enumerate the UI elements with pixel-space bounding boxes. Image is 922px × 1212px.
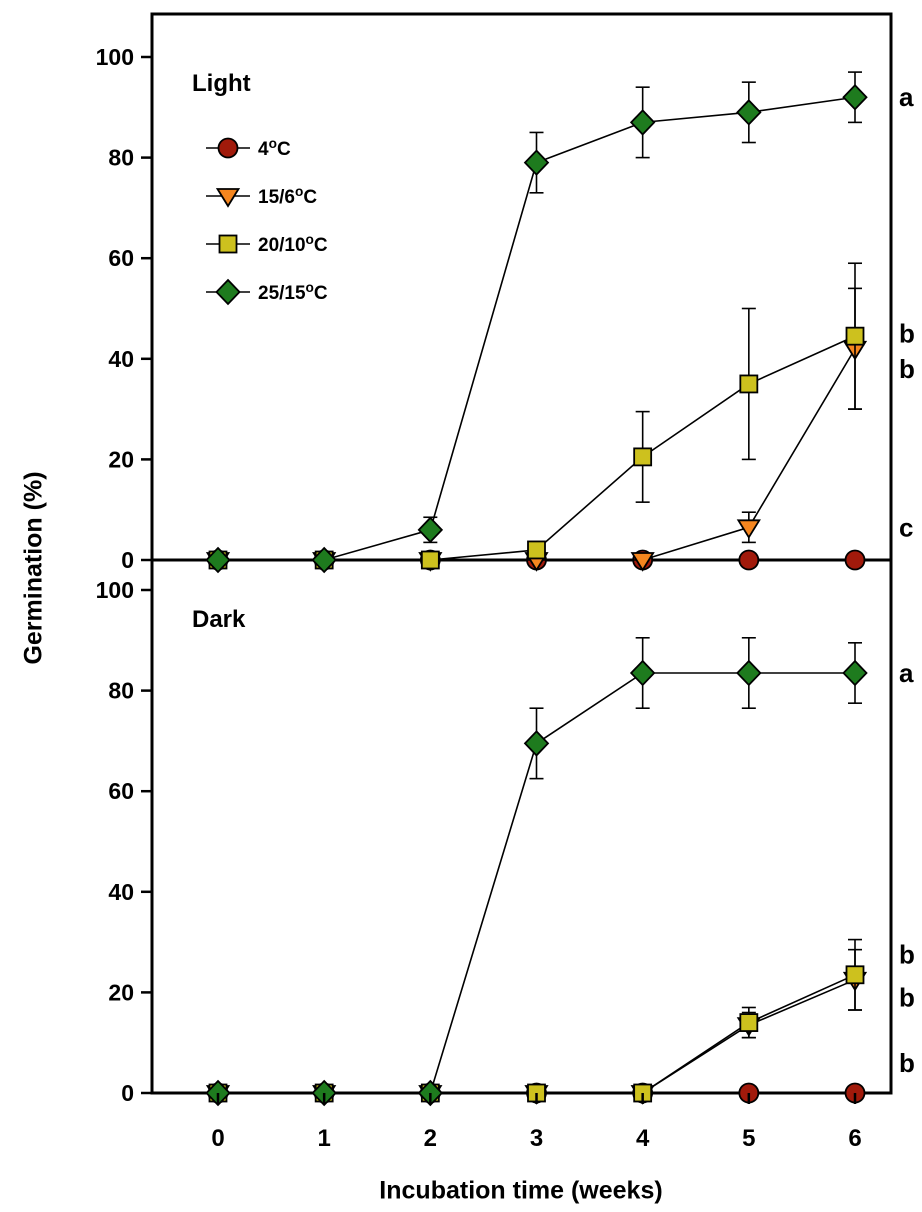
x-tick-label: 6 [848,1125,861,1152]
series-25-15-C [205,71,868,574]
y-tick-label: 60 [108,245,134,271]
y-tick-label: 100 [96,44,134,70]
x-axis-title: Incubation time (weeks) [379,1176,663,1205]
marker-diamond [311,546,337,574]
marker-triangle-down [630,552,655,572]
y-tick-label: 100 [96,577,134,603]
x-tick-label: 2 [424,1125,437,1152]
marker-diamond [205,546,231,574]
series-25-15-C [205,636,868,1107]
series-line [218,974,856,1094]
y-tick-label: 20 [108,446,134,472]
y-tick-label: 80 [108,678,134,704]
series-line [218,348,856,561]
marker-diamond [842,83,868,111]
panel-label-dark: Dark [192,606,246,633]
marker-diamond [736,99,762,126]
marker-circle [844,549,866,571]
significance-letter: a [899,658,914,688]
marker-diamond [842,659,868,687]
significance-letter: b [899,354,915,384]
significance-letter: a [899,82,914,112]
x-tick-label: 3 [530,1125,543,1152]
marker-diamond [629,659,656,687]
legend-label: 4oC [258,136,291,160]
y-tick-label: 20 [108,979,134,1005]
x-tick-label: 4 [636,1125,650,1152]
marker-square [420,550,440,570]
marker-triangle-down [736,519,761,540]
legend-label: 15/6oC [258,184,317,208]
y-tick-label: 40 [108,879,134,905]
y-tick-label: 60 [108,778,134,804]
significance-letter: b [899,982,915,1012]
marker-square [527,540,546,560]
marker-square [633,447,653,467]
panel-label-light: Light [192,70,251,97]
plot-frame [150,12,893,1095]
marker-square [739,1013,759,1032]
marker-square [218,234,238,254]
legend-entry: 4oC [206,136,291,160]
y-tick-label: 80 [108,145,134,171]
series-15-6-C [205,287,868,572]
series-line [218,335,856,561]
series-20-10-C [208,262,865,570]
marker-circle [217,137,239,159]
legend-entry: 15/6oC [206,184,317,208]
y-tick-label: 0 [121,547,134,573]
legend-entry: 25/15oC [206,278,328,306]
marker-triangle-down [215,188,241,208]
x-tick-label: 5 [742,1125,755,1152]
marker-diamond [629,109,656,136]
significance-letter: b [899,940,915,970]
marker-square [845,965,865,985]
marker-diamond [523,730,550,757]
significance-letter: b [899,1048,915,1078]
x-tick-label: 0 [211,1125,224,1152]
series-15-6-C [205,948,868,1105]
legend-label: 25/15oC [258,280,328,304]
series-20-10-C [208,938,865,1103]
marker-square [739,374,759,394]
marker-diamond [215,278,241,306]
marker-diamond [523,149,550,176]
marker-diamond [417,516,444,544]
marker-circle [738,549,760,571]
y-tick-label: 0 [121,1080,134,1106]
panel-light: 0 20 40 60 80 100 c bb a 4oC 15/6oC 20/10oC 25/15oC [96,44,915,574]
legend-label: 20/10oC [258,232,328,256]
significance-letter: c [899,512,913,542]
x-tick-label: 1 [317,1125,330,1152]
significance-letter: b [899,319,915,349]
legend-entry: 20/10oC [206,232,328,256]
y-tick-label: 40 [108,346,134,372]
series-line [218,979,856,1094]
marker-square [845,326,865,346]
marker-diamond [736,659,762,687]
y-axis-title: Germination (%) [19,471,48,665]
